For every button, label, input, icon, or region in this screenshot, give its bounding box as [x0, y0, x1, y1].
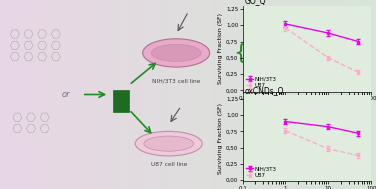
Text: NIH/3T3 cell line: NIH/3T3 cell line — [152, 79, 200, 84]
Legend: NIH/3T3, U87: NIH/3T3, U87 — [245, 76, 278, 89]
Ellipse shape — [144, 136, 194, 151]
Ellipse shape — [143, 39, 210, 67]
Ellipse shape — [152, 44, 201, 61]
Y-axis label: Surviving Fraction (SF): Surviving Fraction (SF) — [218, 103, 223, 174]
X-axis label: μg/mL: μg/mL — [297, 102, 317, 107]
Text: or: or — [61, 90, 70, 99]
FancyBboxPatch shape — [113, 90, 129, 112]
Text: GO_Q: GO_Q — [245, 0, 267, 5]
Text: {: { — [233, 43, 248, 63]
Ellipse shape — [135, 131, 202, 156]
Y-axis label: Surviving Fraction (SF): Surviving Fraction (SF) — [218, 13, 223, 84]
Text: U87 cell line: U87 cell line — [150, 162, 187, 167]
Text: oxCNDs_Q: oxCNDs_Q — [245, 86, 285, 95]
Legend: NIH/3T3, U87: NIH/3T3, U87 — [245, 165, 278, 179]
